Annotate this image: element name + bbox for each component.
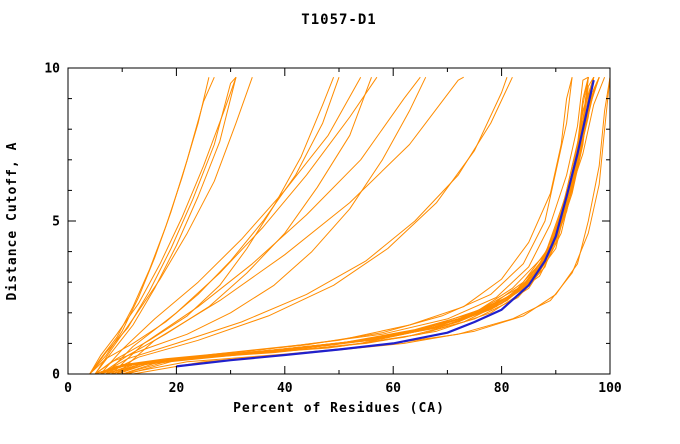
x-tick-label: 20	[169, 381, 185, 396]
model-curve-model-34	[116, 76, 464, 374]
x-tick-label: 80	[494, 381, 510, 396]
model-curve-model-26	[89, 76, 215, 374]
chart-title: T1057-D1	[301, 12, 376, 28]
model-curve-model-11	[100, 77, 595, 374]
model-curve-model-33	[111, 76, 421, 374]
model-curve-model-19	[122, 77, 600, 374]
model-curve-model-21	[94, 76, 427, 374]
x-tick-label: 60	[385, 381, 401, 396]
model-curve-model-37	[132, 77, 610, 374]
axis-ticks	[67, 67, 611, 375]
model-curve-model-35	[100, 76, 513, 374]
model-curve-model-02	[111, 77, 595, 374]
model-curve-model-04	[105, 77, 595, 374]
model-curve-model-32	[105, 76, 378, 374]
model-curve-model-27	[94, 77, 237, 374]
model-curve-model-30	[89, 76, 237, 374]
model-curve-model-38	[122, 77, 610, 374]
model-curve-model-36	[105, 77, 508, 374]
model-curve-model-08	[94, 77, 589, 374]
model-curve-model-17	[105, 77, 573, 374]
y-tick-label: 0	[52, 368, 60, 383]
model-curve-model-09	[105, 77, 600, 374]
model-curve-model-29	[94, 77, 253, 374]
x-tick-label: 100	[598, 381, 622, 396]
model-curve-model-10	[122, 77, 600, 374]
x-tick-label: 0	[64, 381, 72, 396]
model-curve-model-24	[100, 77, 372, 374]
model-curve-model-12	[111, 77, 595, 374]
model-curve-model-22	[89, 77, 340, 374]
model-curve-model-28	[89, 77, 237, 374]
model-curve-model-23	[94, 77, 335, 374]
model-curve-model-16	[100, 77, 573, 374]
model-curve-model-15	[116, 76, 600, 374]
highlighted-model-curve	[176, 79, 595, 368]
series-lines	[89, 76, 610, 374]
model-curve-model-03	[94, 77, 589, 374]
model-curve-model-18	[111, 76, 589, 374]
model-curve-model-05	[116, 76, 600, 374]
tick-labels: 0 20 40 60 80 100 0 5 10	[44, 62, 622, 397]
y-tick-label: 10	[44, 62, 60, 77]
y-tick-label: 5	[52, 215, 60, 230]
y-axis-label: Distance Cutoff, A	[5, 142, 20, 301]
model-curve-model-13	[94, 76, 595, 374]
model-curve-model-20	[127, 77, 606, 374]
model-curve-model-31	[100, 76, 362, 374]
model-curve-model-07	[111, 77, 595, 374]
x-axis-label: Percent of Residues (CA)	[233, 401, 445, 416]
x-tick-label: 40	[277, 381, 293, 396]
